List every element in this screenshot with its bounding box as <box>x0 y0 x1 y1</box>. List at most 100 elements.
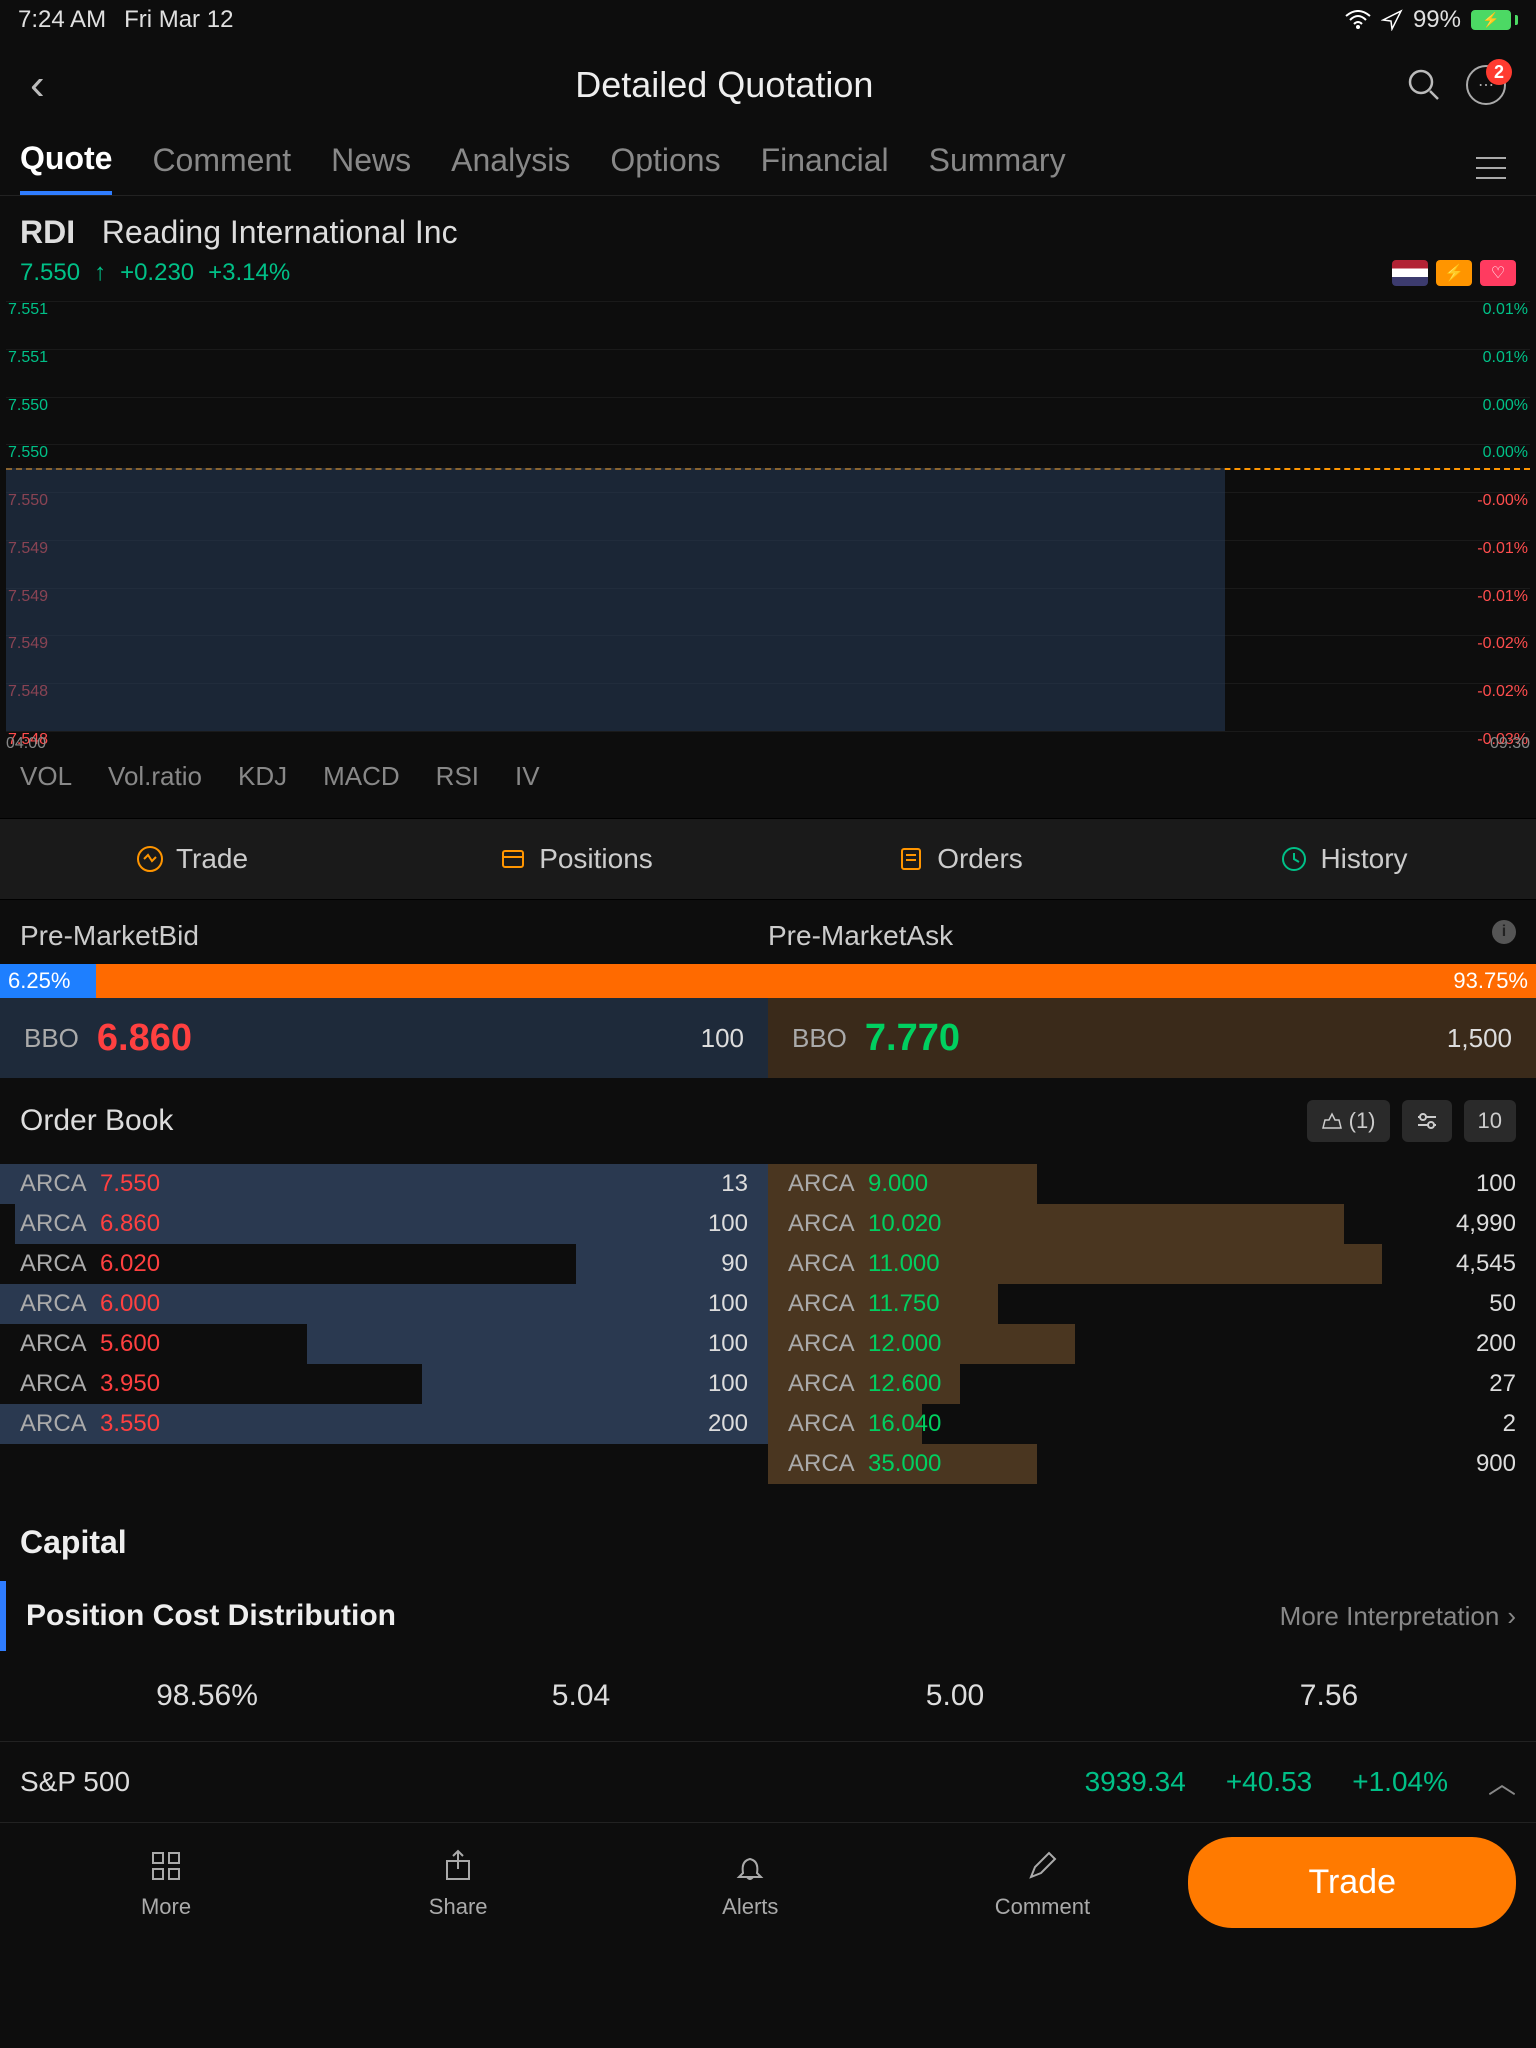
bell-icon <box>730 1846 770 1886</box>
orderbook-ask-row[interactable]: ARCA 9.000 100 <box>768 1164 1536 1204</box>
positions-icon <box>499 845 527 873</box>
bidask-ratio-bar: 6.25% 93.75% <box>0 964 1536 998</box>
page-title: Detailed Quotation <box>575 64 873 106</box>
trade-button[interactable]: Trade <box>1188 1837 1516 1928</box>
location-icon <box>1381 9 1403 31</box>
orderbook-bid-row[interactable]: ARCA 6.860 100 <box>0 1204 768 1244</box>
orders-icon <box>897 845 925 873</box>
bid-ratio: 6.25% <box>0 964 96 998</box>
orderbook-body: ARCA 7.550 13 ARCA 6.860 100 ARCA 6.020 … <box>0 1164 1536 1484</box>
price-summary: 7.550 ↑ +0.230 +3.14% <box>20 259 290 287</box>
tabs: Quote Comment News Analysis Options Fina… <box>0 140 1536 196</box>
pcd-val-1: 5.04 <box>394 1679 768 1713</box>
pcd-header: Position Cost Distribution More Interpre… <box>0 1581 1536 1651</box>
indicator-vol[interactable]: VOL <box>20 761 72 792</box>
bbo-row: BBO 6.860 100 BBO 7.770 1,500 <box>0 998 1536 1078</box>
orderbook-bid-row[interactable]: ARCA 6.000 100 <box>0 1284 768 1324</box>
price-chart[interactable]: 7.5510.01%7.5510.01%7.5500.00%7.5500.00%… <box>6 301 1530 731</box>
sp500-name: S&P 500 <box>20 1766 130 1798</box>
trade-action-orders[interactable]: Orders <box>768 819 1152 899</box>
bottom-more[interactable]: More <box>20 1846 312 1920</box>
orderbook-ask-row[interactable]: ARCA 11.000 4,545 <box>768 1244 1536 1284</box>
us-flag-icon[interactable] <box>1392 260 1428 286</box>
trade-actions: Trade Positions Orders History <box>0 818 1536 900</box>
search-icon[interactable] <box>1404 65 1444 105</box>
menu-icon[interactable] <box>1476 157 1506 179</box>
tab-news[interactable]: News <box>331 142 411 193</box>
chevron-right-icon: › <box>1507 1601 1516 1632</box>
indicator-volratio[interactable]: Vol.ratio <box>108 761 202 792</box>
pcd-val-3: 7.56 <box>1142 1679 1516 1713</box>
tab-quote[interactable]: Quote <box>20 140 112 195</box>
messages-button[interactable]: ⋯ 2 <box>1466 65 1506 105</box>
orderbook-bids: ARCA 7.550 13 ARCA 6.860 100 ARCA 6.020 … <box>0 1164 768 1484</box>
orderbook-bid-row[interactable]: ARCA 3.950 100 <box>0 1364 768 1404</box>
pcd-val-2: 5.00 <box>768 1679 1142 1713</box>
tab-analysis[interactable]: Analysis <box>451 142 570 193</box>
bbo-bid-price: 6.860 <box>97 1017 192 1060</box>
orderbook-settings[interactable] <box>1402 1100 1452 1142</box>
pcd-more-link[interactable]: More Interpretation › <box>1280 1601 1516 1632</box>
chevron-up-icon: ︿ <box>1488 1762 1516 1802</box>
bottom-bar: More Share Alerts Comment Trade <box>0 1822 1536 1936</box>
orderbook-bid-row[interactable]: ARCA 6.020 90 <box>0 1244 768 1284</box>
share-icon <box>438 1846 478 1886</box>
orderbook-depth-10[interactable]: 10 <box>1464 1100 1516 1142</box>
pencil-icon <box>1022 1846 1062 1886</box>
indicator-kdj[interactable]: KDJ <box>238 761 287 792</box>
orderbook-title: Order Book <box>20 1104 173 1138</box>
stock-ticker: RDI <box>20 214 75 250</box>
wifi-icon <box>1345 10 1371 30</box>
orderbook-ask-row[interactable]: ARCA 12.000 200 <box>768 1324 1536 1364</box>
orderbook-ask-row[interactable]: ARCA 35.000 900 <box>768 1444 1536 1484</box>
back-button[interactable]: ‹ <box>30 60 45 110</box>
orderbook-ask-row[interactable]: ARCA 11.750 50 <box>768 1284 1536 1324</box>
tab-financial[interactable]: Financial <box>761 142 889 193</box>
stock-price: 7.550 <box>20 259 80 287</box>
bbo-ask-qty: 1,500 <box>1447 1023 1512 1054</box>
heart-icon[interactable]: ♡ <box>1480 260 1516 286</box>
orderbook-bid-row[interactable]: ARCA 7.550 13 <box>0 1164 768 1204</box>
bbo-ask[interactable]: BBO 7.770 1,500 <box>768 998 1536 1078</box>
orderbook-bid-row[interactable]: ARCA 5.600 100 <box>0 1324 768 1364</box>
orderbook-bid-row[interactable]: ARCA 3.550 200 <box>0 1404 768 1444</box>
bidask-labels: Pre-MarketBid Pre-MarketAsk i <box>0 900 1536 964</box>
indicator-iv[interactable]: IV <box>515 761 540 792</box>
premarket-ask-label: Pre-MarketAsk <box>768 920 953 952</box>
info-icon[interactable]: i <box>1492 920 1516 944</box>
orderbook-ask-row[interactable]: ARCA 10.020 4,990 <box>768 1204 1536 1244</box>
orderbook-exchange-filter[interactable]: (1) <box>1307 1100 1390 1142</box>
pcd-values: 98.56% 5.04 5.00 7.56 <box>0 1651 1536 1741</box>
sp500-bar[interactable]: S&P 500 3939.34 +40.53 +1.04% ︿ <box>0 1741 1536 1822</box>
indicator-rsi[interactable]: RSI <box>436 761 479 792</box>
tab-summary[interactable]: Summary <box>929 142 1066 193</box>
capital-heading: Capital <box>0 1484 1536 1581</box>
status-time: 7:24 AM <box>18 6 106 34</box>
title-bar: ‹ Detailed Quotation ⋯ 2 <box>0 40 1536 140</box>
trade-action-history[interactable]: History <box>1152 819 1536 899</box>
badges: ⚡ ♡ <box>1392 260 1516 286</box>
battery-pct: 99% <box>1413 6 1461 34</box>
status-bar: 7:24 AM Fri Mar 12 99% ⚡ <box>0 0 1536 40</box>
trade-action-trade[interactable]: Trade <box>0 819 384 899</box>
orderbook-ask-row[interactable]: ARCA 16.040 2 <box>768 1404 1536 1444</box>
bbo-bid[interactable]: BBO 6.860 100 <box>0 998 768 1078</box>
tab-comment[interactable]: Comment <box>152 142 291 193</box>
tab-options[interactable]: Options <box>610 142 720 193</box>
orderbook-ask-row[interactable]: ARCA 12.600 27 <box>768 1364 1536 1404</box>
bottom-alerts[interactable]: Alerts <box>604 1846 896 1920</box>
trade-action-positions[interactable]: Positions <box>384 819 768 899</box>
bottom-comment[interactable]: Comment <box>896 1846 1188 1920</box>
history-icon <box>1280 845 1308 873</box>
lightning-icon[interactable]: ⚡ <box>1436 260 1472 286</box>
pcd-title: Position Cost Distribution <box>26 1599 396 1633</box>
arrow-up-icon: ↑ <box>94 259 106 287</box>
bottom-share[interactable]: Share <box>312 1846 604 1920</box>
messages-badge: 2 <box>1486 59 1512 85</box>
indicator-tabs: VOL Vol.ratio KDJ MACD RSI IV <box>0 731 1536 806</box>
indicator-macd[interactable]: MACD <box>323 761 400 792</box>
battery-icon: ⚡ <box>1471 10 1518 30</box>
bbo-bid-qty: 100 <box>701 1023 744 1054</box>
status-date: Fri Mar 12 <box>124 6 233 34</box>
bbo-ask-price: 7.770 <box>865 1017 960 1060</box>
